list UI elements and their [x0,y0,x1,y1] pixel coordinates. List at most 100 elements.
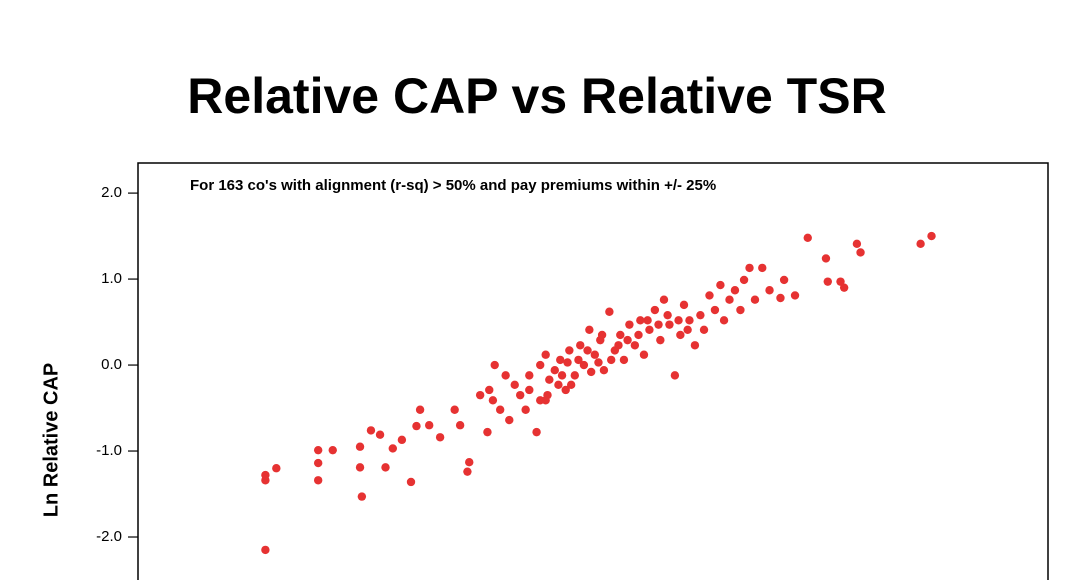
point [561,385,570,395]
point [554,380,563,390]
point [536,360,545,370]
point [435,433,445,442]
point [412,421,421,431]
point [823,277,832,286]
point [261,476,270,485]
point [556,355,565,365]
point [636,316,645,325]
point [570,371,579,380]
point [674,316,683,325]
y-tick-label: 0.0 [101,356,122,373]
point [579,360,589,370]
point [619,355,629,365]
point [501,371,510,380]
point [725,295,734,304]
point [563,358,572,367]
point [676,330,685,340]
point [505,415,514,425]
point [576,341,585,350]
point [388,444,397,453]
point [916,239,925,249]
point [745,263,754,273]
point [495,405,505,414]
y-axis-label: Ln Relative CAP [40,363,62,517]
y-tick-label: -2.0 [96,528,122,545]
point [765,286,774,295]
point [510,380,519,390]
point [683,325,692,334]
point [375,430,385,439]
y-tick-label: 2.0 [101,184,122,201]
point [272,464,281,473]
point [803,233,812,243]
point [670,371,680,380]
point [716,280,725,290]
point [583,346,592,355]
point [406,477,416,487]
point [355,442,365,451]
point [574,355,583,365]
point [630,341,640,350]
point [665,320,674,329]
point [328,445,337,455]
point [836,277,845,286]
point [758,263,767,273]
point [415,405,425,414]
point [475,390,485,400]
point [614,341,623,350]
point [821,254,831,263]
point [594,358,603,367]
point [699,325,709,334]
point [739,275,749,285]
point [839,283,849,292]
point [605,307,614,316]
point [852,239,862,249]
point [696,310,705,320]
point [625,320,634,329]
point [623,335,632,345]
point [790,291,800,300]
point [261,545,270,555]
point [705,291,714,300]
point [710,305,720,315]
point [779,275,789,285]
point [357,492,367,501]
chart-subtitle: For 163 co's with alignment (r-sq) > 50%… [190,177,716,194]
point [313,458,323,468]
point [736,305,745,315]
point [750,295,760,304]
point [645,325,654,334]
chart-title: Relative CAP vs Relative TSR [187,68,886,124]
point [565,346,574,355]
y-tick-label: -1.0 [96,442,122,459]
y-tick-label: 1.0 [101,270,122,287]
point [313,445,323,455]
point [541,396,550,405]
point [634,330,643,340]
point [313,476,323,485]
point [659,295,669,304]
point [654,320,663,329]
point [541,350,550,359]
point [586,367,596,377]
point [690,341,700,350]
point [663,310,672,320]
point [355,463,365,472]
point [927,231,936,241]
point [607,355,616,365]
point [516,390,525,400]
point [397,435,407,445]
point [483,427,492,437]
point [685,316,694,325]
point [525,371,534,380]
point [730,286,740,295]
point [366,426,376,435]
point [488,396,498,405]
point [465,458,474,467]
point [463,467,472,476]
point [485,385,494,395]
point [643,316,652,325]
point [776,293,785,303]
point [521,405,530,414]
